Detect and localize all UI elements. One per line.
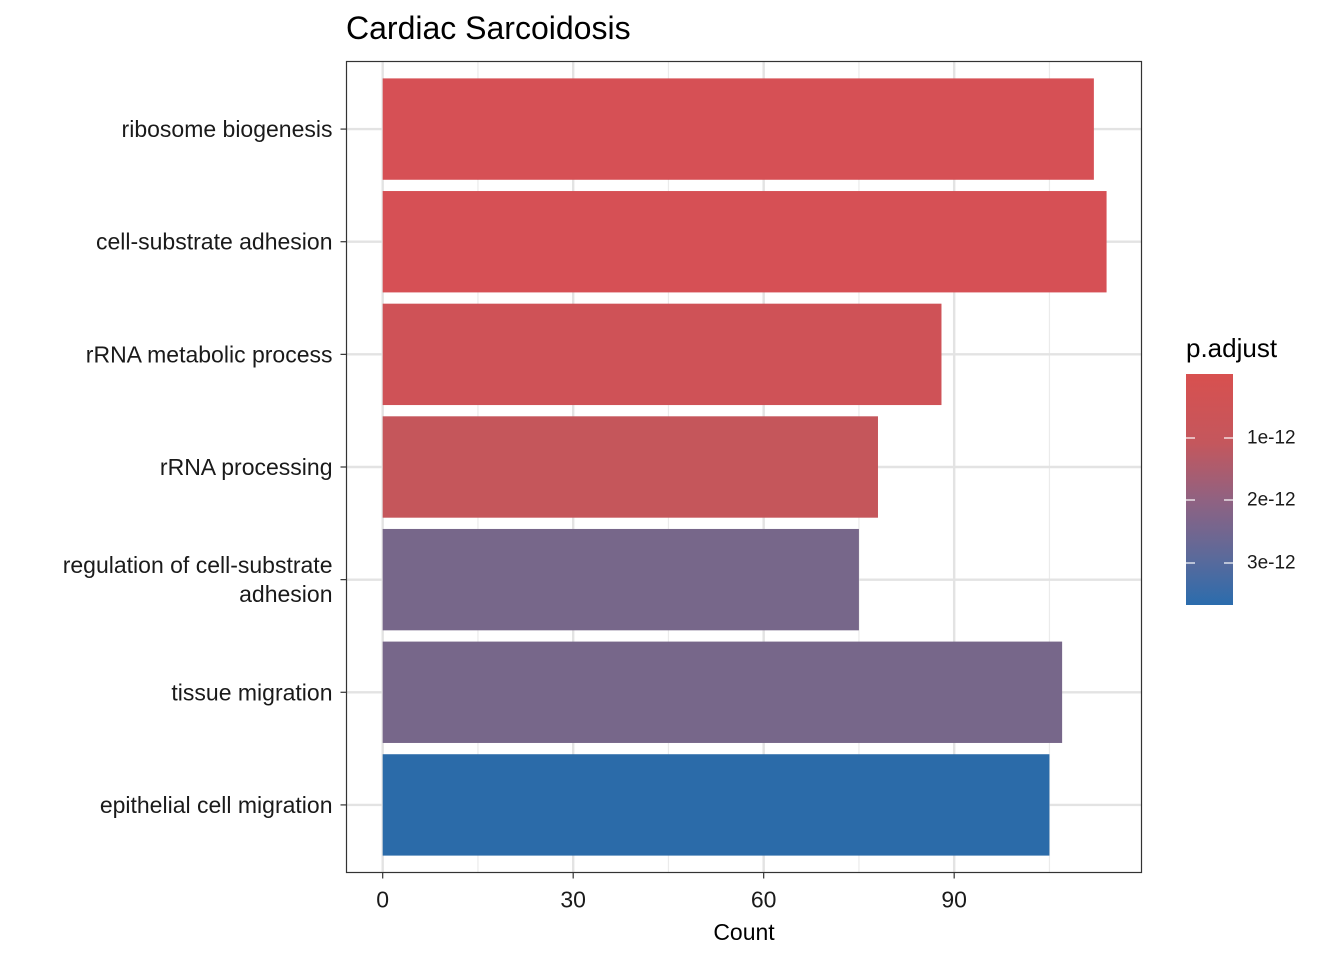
- category-label-line: rRNA metabolic process: [86, 341, 333, 367]
- legend: p.adjust 1e-12 2e-12 3e-12: [1186, 333, 1296, 605]
- category-label: tissue migration: [171, 679, 332, 705]
- category-label: rRNA metabolic process: [86, 341, 333, 367]
- legend-tick-label: 2e-12: [1247, 490, 1296, 511]
- category-label: rRNA processing: [160, 454, 333, 480]
- legend-tick-label: 1e-12: [1247, 428, 1296, 449]
- bars: [382, 78, 1107, 856]
- x-axis: 0 30 60 90: [376, 872, 967, 913]
- category-label-line: epithelial cell migration: [100, 792, 333, 818]
- x-tick-label: 30: [560, 887, 586, 913]
- bar: [382, 754, 1050, 856]
- x-tick-label: 90: [941, 887, 967, 913]
- bar: [382, 641, 1063, 743]
- category-label: epithelial cell migration: [100, 792, 333, 818]
- y-axis: ribosome biogenesis cell-substrate adhesi…: [63, 116, 347, 818]
- category-label-line: adhesion: [239, 581, 332, 607]
- bar: [382, 191, 1107, 293]
- legend-tick-label: 3e-12: [1247, 553, 1296, 574]
- x-axis-title: Count: [713, 919, 775, 945]
- category-label-line: rRNA processing: [160, 454, 333, 480]
- legend-colorbar: [1186, 374, 1233, 605]
- bar: [382, 303, 942, 406]
- bar: [382, 416, 878, 518]
- category-label-line: cell-substrate adhesion: [96, 229, 333, 255]
- category-label-line: ribosome biogenesis: [122, 116, 333, 142]
- legend-title: p.adjust: [1186, 333, 1278, 363]
- category-label: cell-substrate adhesion: [96, 229, 333, 255]
- bar: [382, 528, 859, 631]
- chart-title: Cardiac Sarcoidosis: [346, 10, 631, 46]
- category-label-line: regulation of cell-substrate: [63, 552, 333, 578]
- bar: [382, 78, 1094, 180]
- category-label-line: tissue migration: [171, 679, 332, 705]
- x-tick-label: 60: [751, 887, 777, 913]
- x-tick-label: 0: [376, 887, 389, 913]
- category-label: regulation of cell-substrate adhesion: [63, 552, 333, 607]
- category-label: ribosome biogenesis: [122, 116, 333, 142]
